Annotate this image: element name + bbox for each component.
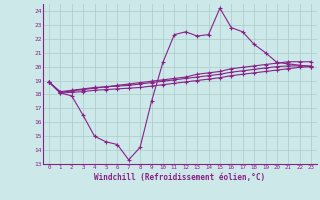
X-axis label: Windchill (Refroidissement éolien,°C): Windchill (Refroidissement éolien,°C)	[94, 173, 266, 182]
